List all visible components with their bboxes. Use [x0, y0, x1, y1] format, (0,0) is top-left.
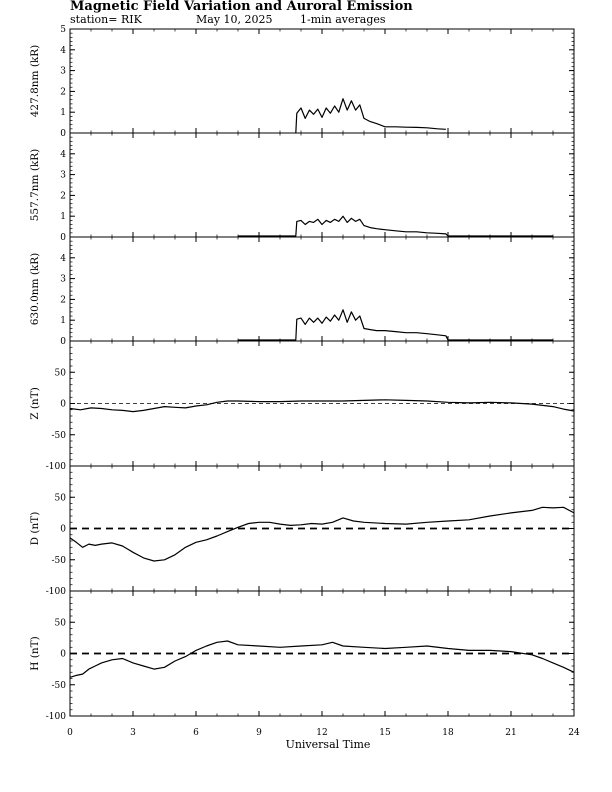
x-axis: 0 3 6 9 12 15 18 21 24: [67, 728, 580, 738]
y-tick-label: -50: [52, 556, 67, 566]
x-tick-label: 21: [505, 728, 516, 738]
panel-1: 0 1 2 3 4 557.7nm (kR): [29, 132, 575, 243]
y-tick-label: 50: [55, 618, 67, 628]
y-tick-label: 0: [60, 233, 66, 243]
x-tick-label: 6: [193, 728, 199, 738]
x-tick-label: 24: [568, 728, 580, 738]
series-line: [295, 98, 446, 134]
y-axis-label: Z (nT): [29, 387, 41, 420]
y-tick-label: 4: [60, 46, 66, 56]
y-tick-label: -50: [52, 681, 67, 691]
y-tick-label: 0: [60, 337, 66, 347]
y-tick-label: -100: [46, 712, 66, 722]
y-axis-label: H (nT): [29, 636, 41, 670]
panel-0: 0 1 2 3 4 5 427.8nm (kR): [29, 25, 575, 139]
y-tick-label: -100: [46, 587, 66, 597]
y-axis-label: 557.7nm (kR): [29, 149, 41, 222]
y-tick-label: 1: [60, 108, 66, 118]
y-tick-label: 5: [60, 25, 66, 35]
panel-frame: [69, 236, 575, 342]
y-axis-label: 427.8nm (kR): [29, 45, 41, 118]
date-label: May 10, 2025: [196, 13, 273, 26]
y-tick-label: 0: [60, 400, 66, 410]
x-tick-label: 9: [256, 728, 262, 738]
y-tick-label: 3: [60, 67, 66, 77]
series-line: [238, 215, 553, 237]
series-line: [69, 399, 575, 413]
x-tick-label: 3: [130, 728, 136, 738]
series-line: [69, 506, 575, 562]
y-tick-label: -100: [46, 462, 66, 472]
y-tick-label: 1: [60, 212, 66, 222]
series-line: [238, 309, 553, 341]
panel-frame: [69, 132, 575, 238]
y-tick-label: 0: [60, 525, 66, 535]
y-tick-label: 0: [60, 650, 66, 660]
y-axis-label: 630.0nm (kR): [29, 253, 41, 326]
y-tick-label: -50: [52, 431, 67, 441]
y-tick-label: 50: [55, 368, 67, 378]
y-tick-label: 50: [55, 493, 67, 503]
y-tick-label: 2: [60, 295, 66, 305]
averaging-label: 1-min averages: [300, 13, 386, 26]
panel-2: 0 1 2 3 4 630.0nm (kR): [29, 236, 575, 347]
y-tick-label: 3: [60, 171, 66, 181]
figure-title: Magnetic Field Variation and Auroral Emi…: [70, 0, 413, 14]
x-tick-label: 18: [442, 728, 454, 738]
y-tick-label: 4: [60, 254, 66, 264]
x-tick-label: 15: [379, 728, 391, 738]
panel-5: -100 -50 0 50 H (nT): [29, 590, 575, 722]
station-label: station= RIK: [70, 13, 143, 26]
series-line: [69, 640, 575, 678]
y-tick-label: 4: [60, 150, 66, 160]
y-tick-label: 3: [60, 275, 66, 285]
y-tick-label: 2: [60, 191, 66, 201]
x-axis-label: Universal Time: [286, 738, 371, 751]
panels-group: 0 1 2 3 4 5 427.8nm (kR) 0 1 2 3 4 557.7nm (kR) 0 1 2 3 4…: [29, 25, 575, 722]
y-tick-label: 1: [60, 316, 66, 326]
x-tick-label: 0: [67, 728, 73, 738]
panel-3: -100 -50 0 50 Z (nT): [29, 340, 575, 472]
panel-4: -100 -50 0 50 D (nT): [29, 465, 575, 597]
x-tick-label: 12: [316, 728, 327, 738]
y-axis-label: D (nT): [29, 512, 41, 546]
y-tick-label: 2: [60, 87, 66, 97]
y-tick-label: 0: [60, 129, 66, 139]
